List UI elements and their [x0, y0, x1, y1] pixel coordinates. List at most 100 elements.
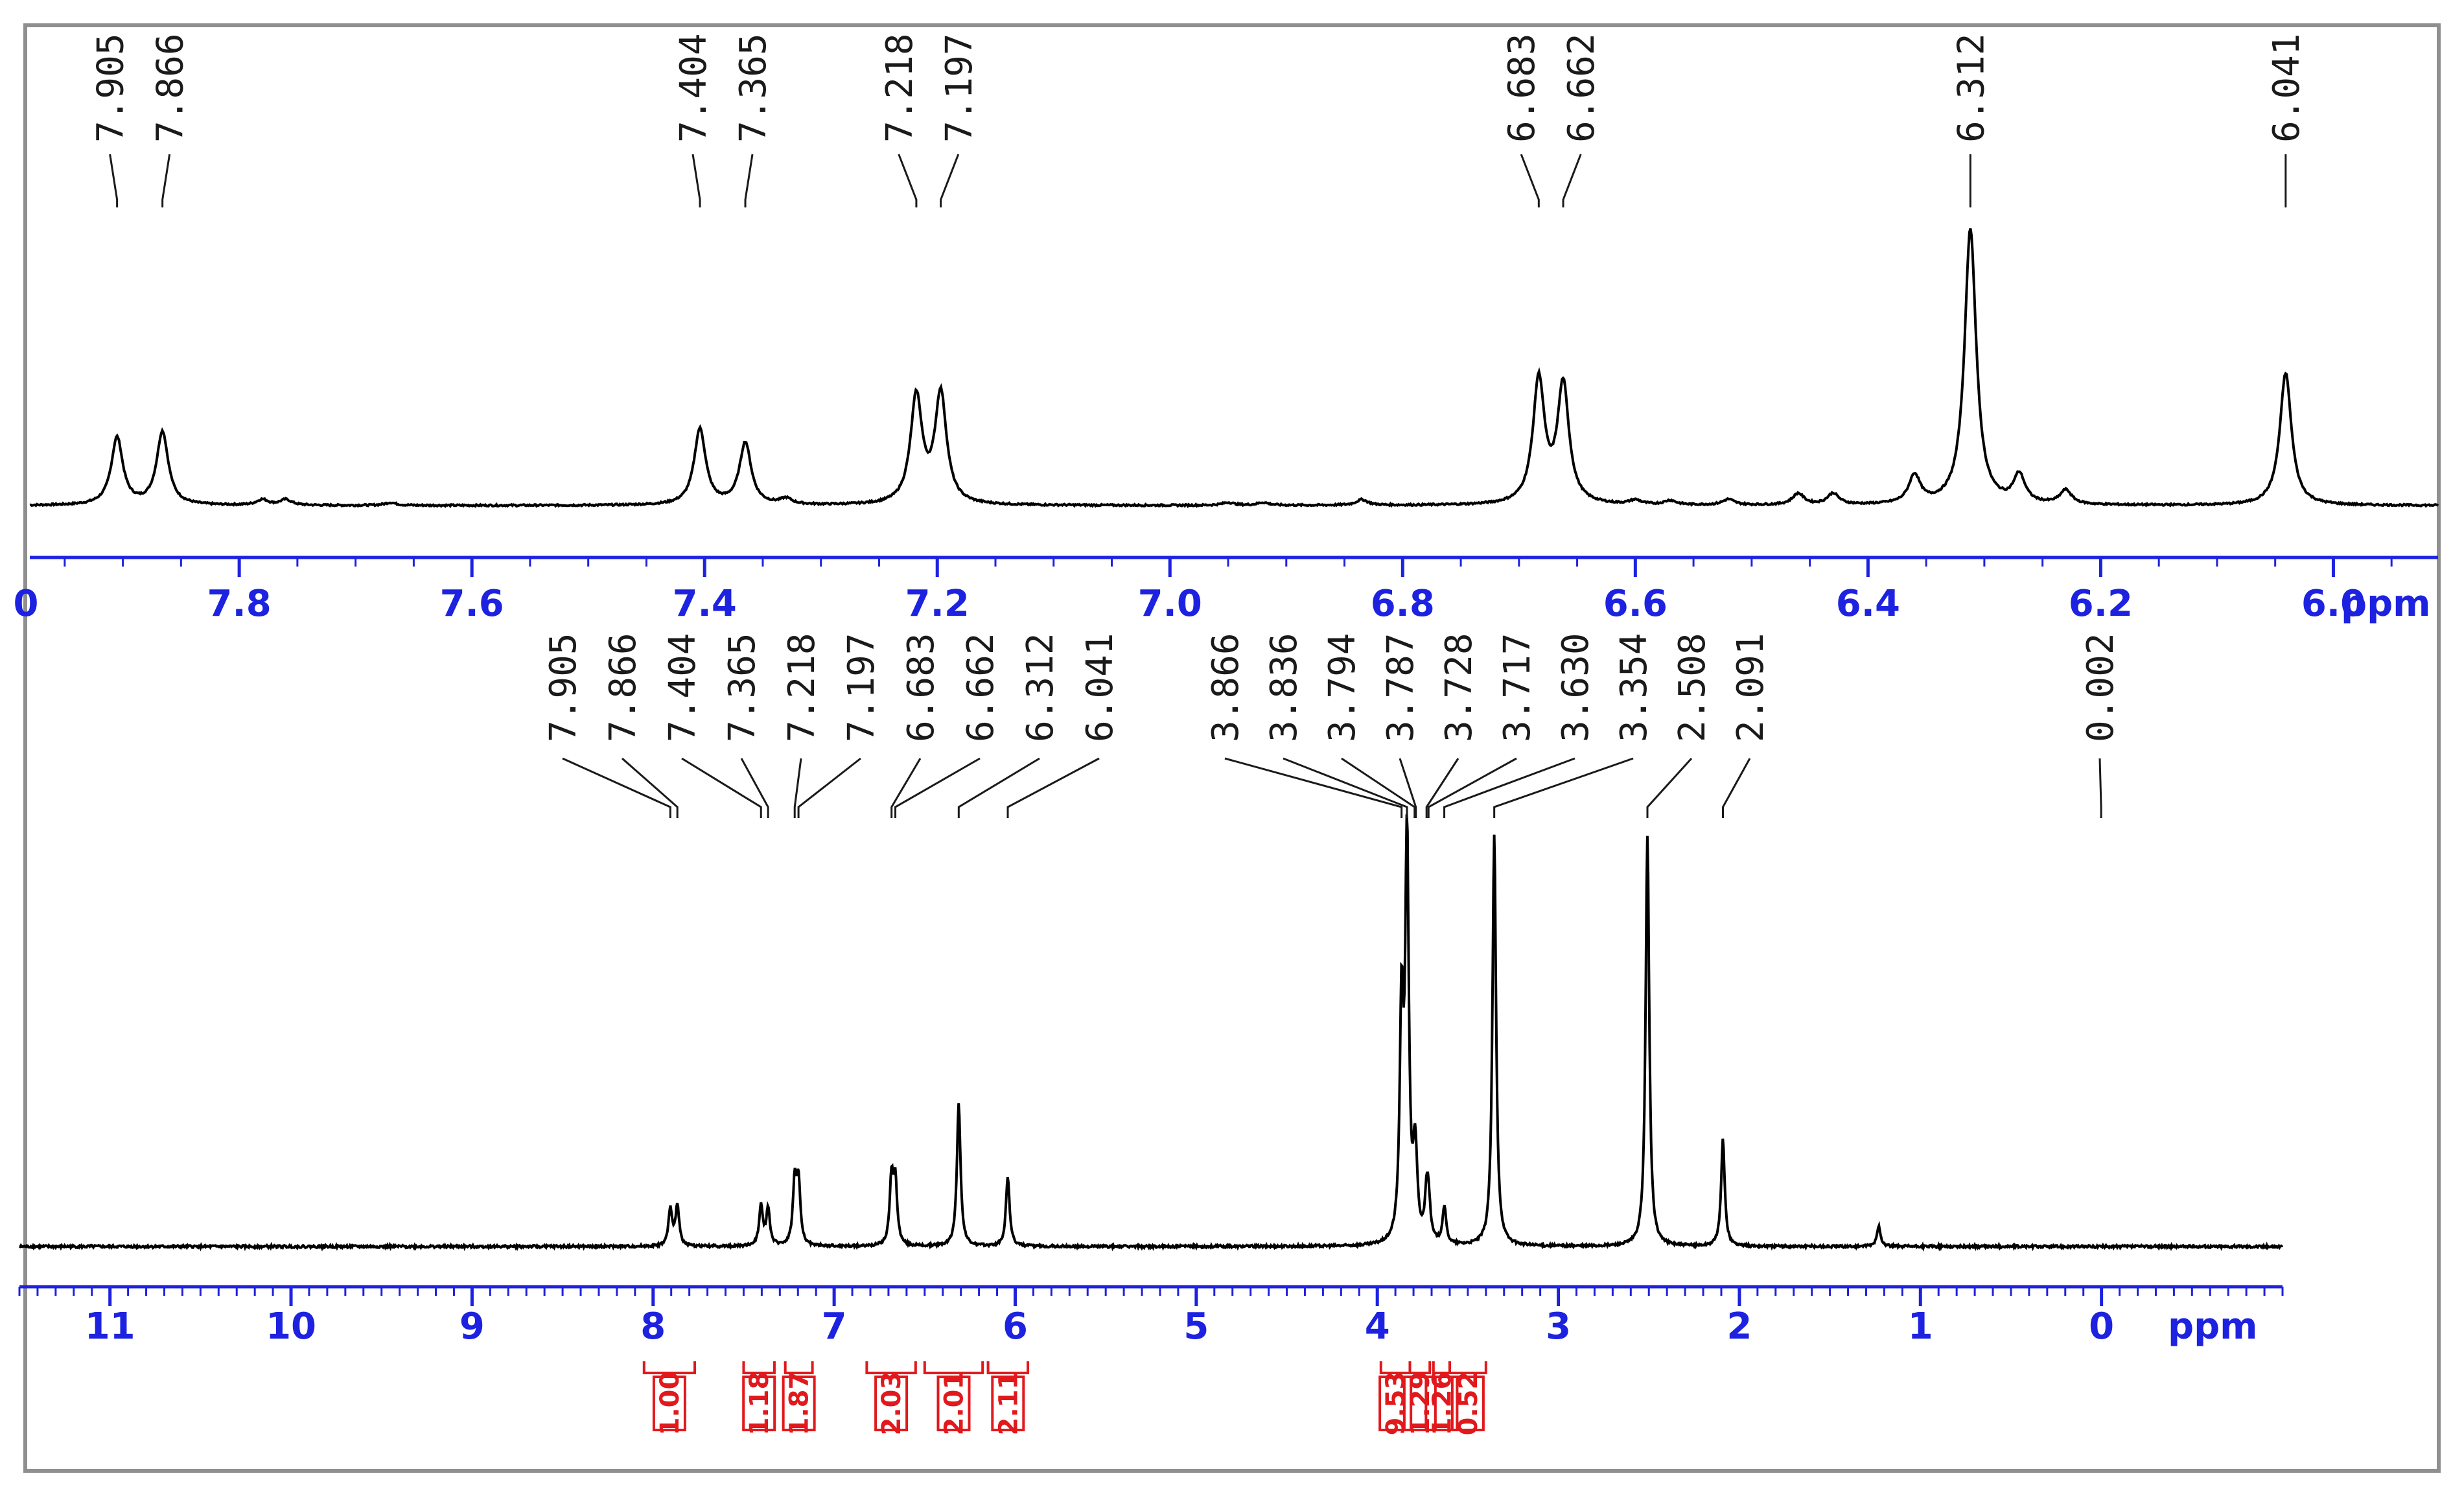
- peak-label: 7.404: [673, 33, 715, 143]
- integral-box: [1450, 1376, 1485, 1431]
- tick-label: 6.2: [2069, 583, 2133, 625]
- peak-label-connector: [740, 758, 769, 818]
- tick-label: 7.4: [673, 583, 737, 625]
- figure-frame: [23, 23, 2441, 1473]
- tick-label: 5: [1183, 1306, 1209, 1348]
- peak-label-connector: [1224, 757, 1403, 818]
- integral-value: 0.52: [1454, 1372, 1483, 1436]
- peak-label-connector: [1562, 154, 1582, 207]
- peak-label: 7.197: [841, 633, 883, 742]
- peak-label-connector: [940, 154, 960, 207]
- integral-bracket: [1379, 1361, 1412, 1374]
- peak-label-connector: [2098, 758, 2102, 818]
- peak-label-connector: [1006, 757, 1100, 818]
- peak-label: 6.683: [1501, 33, 1543, 143]
- peak-label: 3.787: [1380, 633, 1422, 742]
- integral-bracket: [1408, 1361, 1432, 1374]
- tick-label: 6.8: [1371, 583, 1435, 625]
- peak-label-connector: [1443, 757, 1575, 818]
- tick-label: 7: [822, 1306, 847, 1348]
- peak-label: 2.091: [1730, 633, 1772, 742]
- peak-label-connector: [1399, 758, 1417, 818]
- peak-label: 6.041: [1079, 633, 1121, 742]
- peak-label: 3.354: [1613, 633, 1655, 742]
- integral-bracket: [642, 1361, 697, 1374]
- peak-label: 7.866: [150, 33, 192, 143]
- peak-label: 3.836: [1263, 633, 1305, 742]
- peak-label: 7.404: [662, 633, 704, 742]
- peak-label: 7.365: [721, 633, 763, 742]
- tick-label: 6.4: [1836, 583, 1900, 625]
- integral-box: [1378, 1376, 1413, 1431]
- integral-value: 1.18: [745, 1372, 774, 1436]
- peak-label: 3.630: [1555, 633, 1597, 742]
- tick-label: 1: [1908, 1306, 1933, 1348]
- integral-bracket: [784, 1361, 814, 1374]
- integral-bracket: [1448, 1361, 1487, 1374]
- peak-label-connector: [744, 154, 754, 207]
- integral-box: [782, 1376, 816, 1431]
- integral-value: 1.87: [785, 1372, 815, 1436]
- tick-label: 6: [1003, 1306, 1028, 1348]
- peak-label: 6.041: [2266, 33, 2308, 143]
- peak-label-connector: [793, 758, 802, 818]
- tick-label: 7.0: [1138, 583, 1202, 625]
- peak-label: 7.365: [732, 33, 774, 143]
- integral-bracket: [742, 1361, 776, 1374]
- peak-label: 3.866: [1205, 633, 1247, 742]
- tick-label: 3: [1546, 1306, 1571, 1348]
- peak-label: 7.905: [542, 633, 585, 742]
- peak-label: 7.866: [602, 633, 644, 742]
- integral-box: [1424, 1376, 1459, 1431]
- tick-label: 11: [85, 1306, 135, 1348]
- tick-label: 0: [2089, 1306, 2114, 1348]
- peak-label: 6.312: [1950, 33, 1992, 143]
- peak-label: 3.728: [1438, 633, 1480, 742]
- integral-box: [652, 1376, 686, 1431]
- integral-bracket: [865, 1361, 917, 1374]
- peak-label: 3.717: [1496, 633, 1539, 742]
- tick-label: 6.6: [1603, 583, 1668, 625]
- tick-label: 9: [459, 1306, 485, 1348]
- peak-label: 2.508: [1671, 633, 1714, 742]
- peak-label-connector: [957, 757, 1040, 818]
- peak-label-connector: [109, 154, 119, 207]
- expanded-spectrum-panel: 7.8 7.6 7.4 7.2 7.0 6.8 6.6 6.4 6.2 6.0 0 ppm 7.905 7…: [14, 33, 2439, 625]
- integral-box: [991, 1376, 1025, 1431]
- peak-label-connector: [1425, 758, 1459, 818]
- peak-label: 6.683: [900, 633, 942, 742]
- peak-label: 7.218: [781, 633, 823, 742]
- peak-label-connector: [1722, 758, 1751, 818]
- x-axis-unit-label: ppm: [2168, 1306, 2258, 1348]
- peak-label-connector: [1283, 757, 1408, 818]
- peak-label-connector: [1341, 757, 1416, 818]
- integral-value: 1.29: [1406, 1372, 1435, 1436]
- integral-bracket: [986, 1361, 1030, 1374]
- peak-label: 7.905: [90, 33, 132, 143]
- integral-bracket: [1432, 1361, 1451, 1374]
- peak-label-connector: [894, 757, 981, 818]
- integral-box: [742, 1376, 776, 1431]
- peak-label: 7.197: [938, 33, 981, 143]
- peak-label-connector: [890, 758, 922, 818]
- integral-value: 9.53: [1381, 1372, 1411, 1436]
- peak-label-connector: [898, 154, 918, 207]
- peak-label: 0.002: [2080, 633, 2122, 742]
- tick-label: 2: [1726, 1306, 1752, 1348]
- spectrum-trace: [19, 814, 2284, 1252]
- integral-box: [874, 1376, 909, 1431]
- peak-label-connector: [1646, 757, 1693, 818]
- peak-label: 6.312: [1019, 633, 1062, 742]
- integral-bracket: [923, 1361, 984, 1374]
- peak-label: 7.218: [879, 33, 921, 143]
- peak-label: 6.662: [960, 633, 1002, 742]
- x-axis-unit-label: ppm: [2341, 583, 2431, 625]
- integral-box: [936, 1376, 971, 1431]
- peak-label: 6.662: [1561, 33, 1603, 143]
- tick-label: 10: [266, 1306, 316, 1348]
- spectrum-trace: [29, 228, 2439, 509]
- peak-label-connector: [562, 757, 671, 818]
- peak-label-connector: [1493, 757, 1634, 818]
